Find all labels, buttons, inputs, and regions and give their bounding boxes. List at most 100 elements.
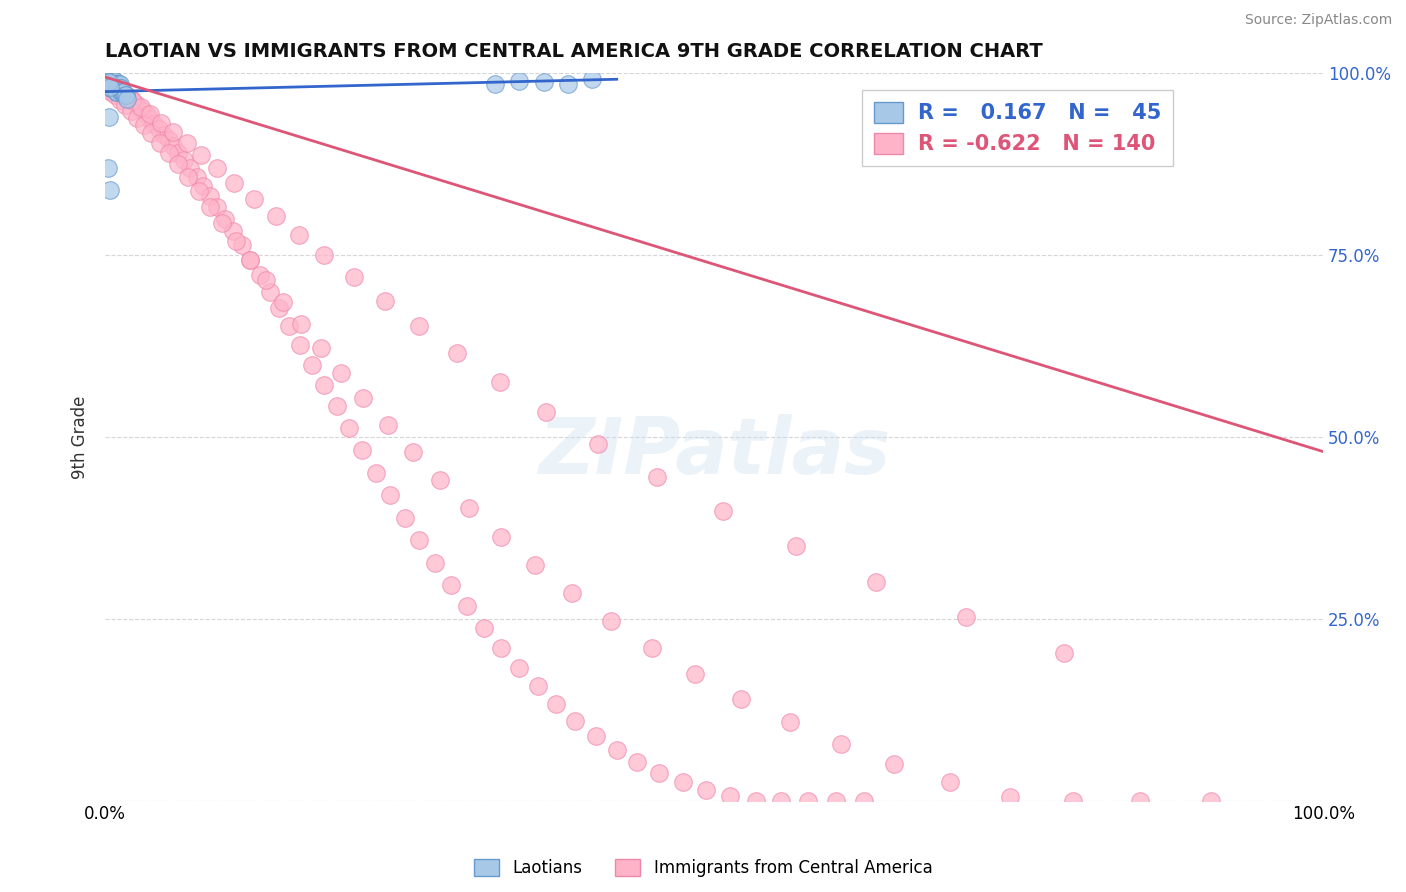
Point [162, 139, 184, 153]
Point [124, 97, 146, 112]
Point [115, 92, 138, 106]
Point [408, 319, 430, 334]
Point [380, 488, 402, 502]
Point [100, 85, 122, 99]
Point [683, 667, 706, 681]
Point [718, 789, 741, 804]
Point [557, 78, 579, 92]
Point [425, 556, 447, 570]
Legend: Laotians, Immigrants from Central America: Laotians, Immigrants from Central Americ… [467, 852, 939, 884]
Point [186, 169, 208, 184]
Point [104, 78, 127, 92]
Point [446, 346, 468, 360]
Point [104, 78, 127, 92]
Point [309, 341, 332, 355]
Point [1053, 646, 1076, 660]
Point [101, 73, 124, 87]
Point [141, 126, 163, 140]
Point [288, 227, 311, 242]
Point [104, 81, 127, 95]
Point [526, 680, 548, 694]
Point [222, 224, 245, 238]
Point [374, 293, 396, 308]
Point [97, 75, 120, 89]
Point [173, 153, 195, 167]
Point [167, 157, 190, 171]
Point [198, 189, 221, 203]
Point [939, 774, 962, 789]
Point [114, 88, 136, 103]
Point [103, 78, 125, 92]
Point [97, 161, 120, 175]
Point [489, 530, 512, 544]
Point [105, 78, 128, 92]
Point [108, 93, 131, 107]
Point [269, 301, 291, 316]
Point [176, 136, 198, 151]
Point [330, 366, 353, 380]
Point [458, 501, 481, 516]
Point [105, 81, 128, 95]
Point [489, 640, 512, 655]
Point [508, 660, 530, 674]
Point [456, 599, 478, 614]
Point [97, 75, 120, 89]
Text: ZIPatlas: ZIPatlas [538, 414, 890, 490]
Point [314, 378, 336, 392]
Point [157, 133, 180, 147]
Point [111, 85, 134, 99]
Point [115, 88, 138, 103]
Point [394, 510, 416, 524]
Point [103, 81, 125, 95]
Point [98, 183, 121, 197]
Point [648, 766, 671, 780]
Point [107, 78, 129, 92]
Point [121, 93, 143, 107]
Point [290, 318, 312, 332]
Legend: R =   0.167   N =   45, R = -0.622   N = 140: R = 0.167 N = 45, R = -0.622 N = 140 [862, 90, 1174, 166]
Point [508, 73, 530, 87]
Point [402, 445, 425, 459]
Point [139, 112, 162, 127]
Point [581, 72, 603, 87]
Point [264, 209, 287, 223]
Point [533, 75, 555, 89]
Point [135, 108, 157, 122]
Point [103, 78, 125, 93]
Point [785, 539, 807, 553]
Point [98, 79, 121, 94]
Point [98, 73, 121, 87]
Point [150, 116, 173, 130]
Point [100, 78, 122, 92]
Point [97, 78, 120, 92]
Point [239, 252, 262, 267]
Point [110, 85, 132, 99]
Point [364, 466, 387, 480]
Point [128, 101, 150, 115]
Point [484, 78, 506, 92]
Point [118, 91, 141, 105]
Point [107, 83, 129, 97]
Point [626, 755, 648, 769]
Point [254, 273, 277, 287]
Point [105, 81, 128, 95]
Point [998, 789, 1021, 804]
Point [211, 216, 233, 230]
Point [191, 179, 214, 194]
Point [129, 100, 152, 114]
Point [377, 418, 399, 433]
Point [271, 294, 294, 309]
Point [98, 73, 121, 87]
Point [101, 78, 124, 92]
Point [114, 87, 136, 101]
Point [343, 270, 366, 285]
Point [111, 85, 134, 99]
Point [190, 148, 212, 162]
Text: LAOTIAN VS IMMIGRANTS FROM CENTRAL AMERICA 9TH GRADE CORRELATION CHART: LAOTIAN VS IMMIGRANTS FROM CENTRAL AMERI… [105, 42, 1043, 61]
Point [108, 81, 131, 95]
Point [152, 128, 174, 142]
Point [641, 640, 664, 655]
Point [97, 71, 120, 86]
Point [585, 729, 607, 743]
Point [671, 775, 693, 789]
